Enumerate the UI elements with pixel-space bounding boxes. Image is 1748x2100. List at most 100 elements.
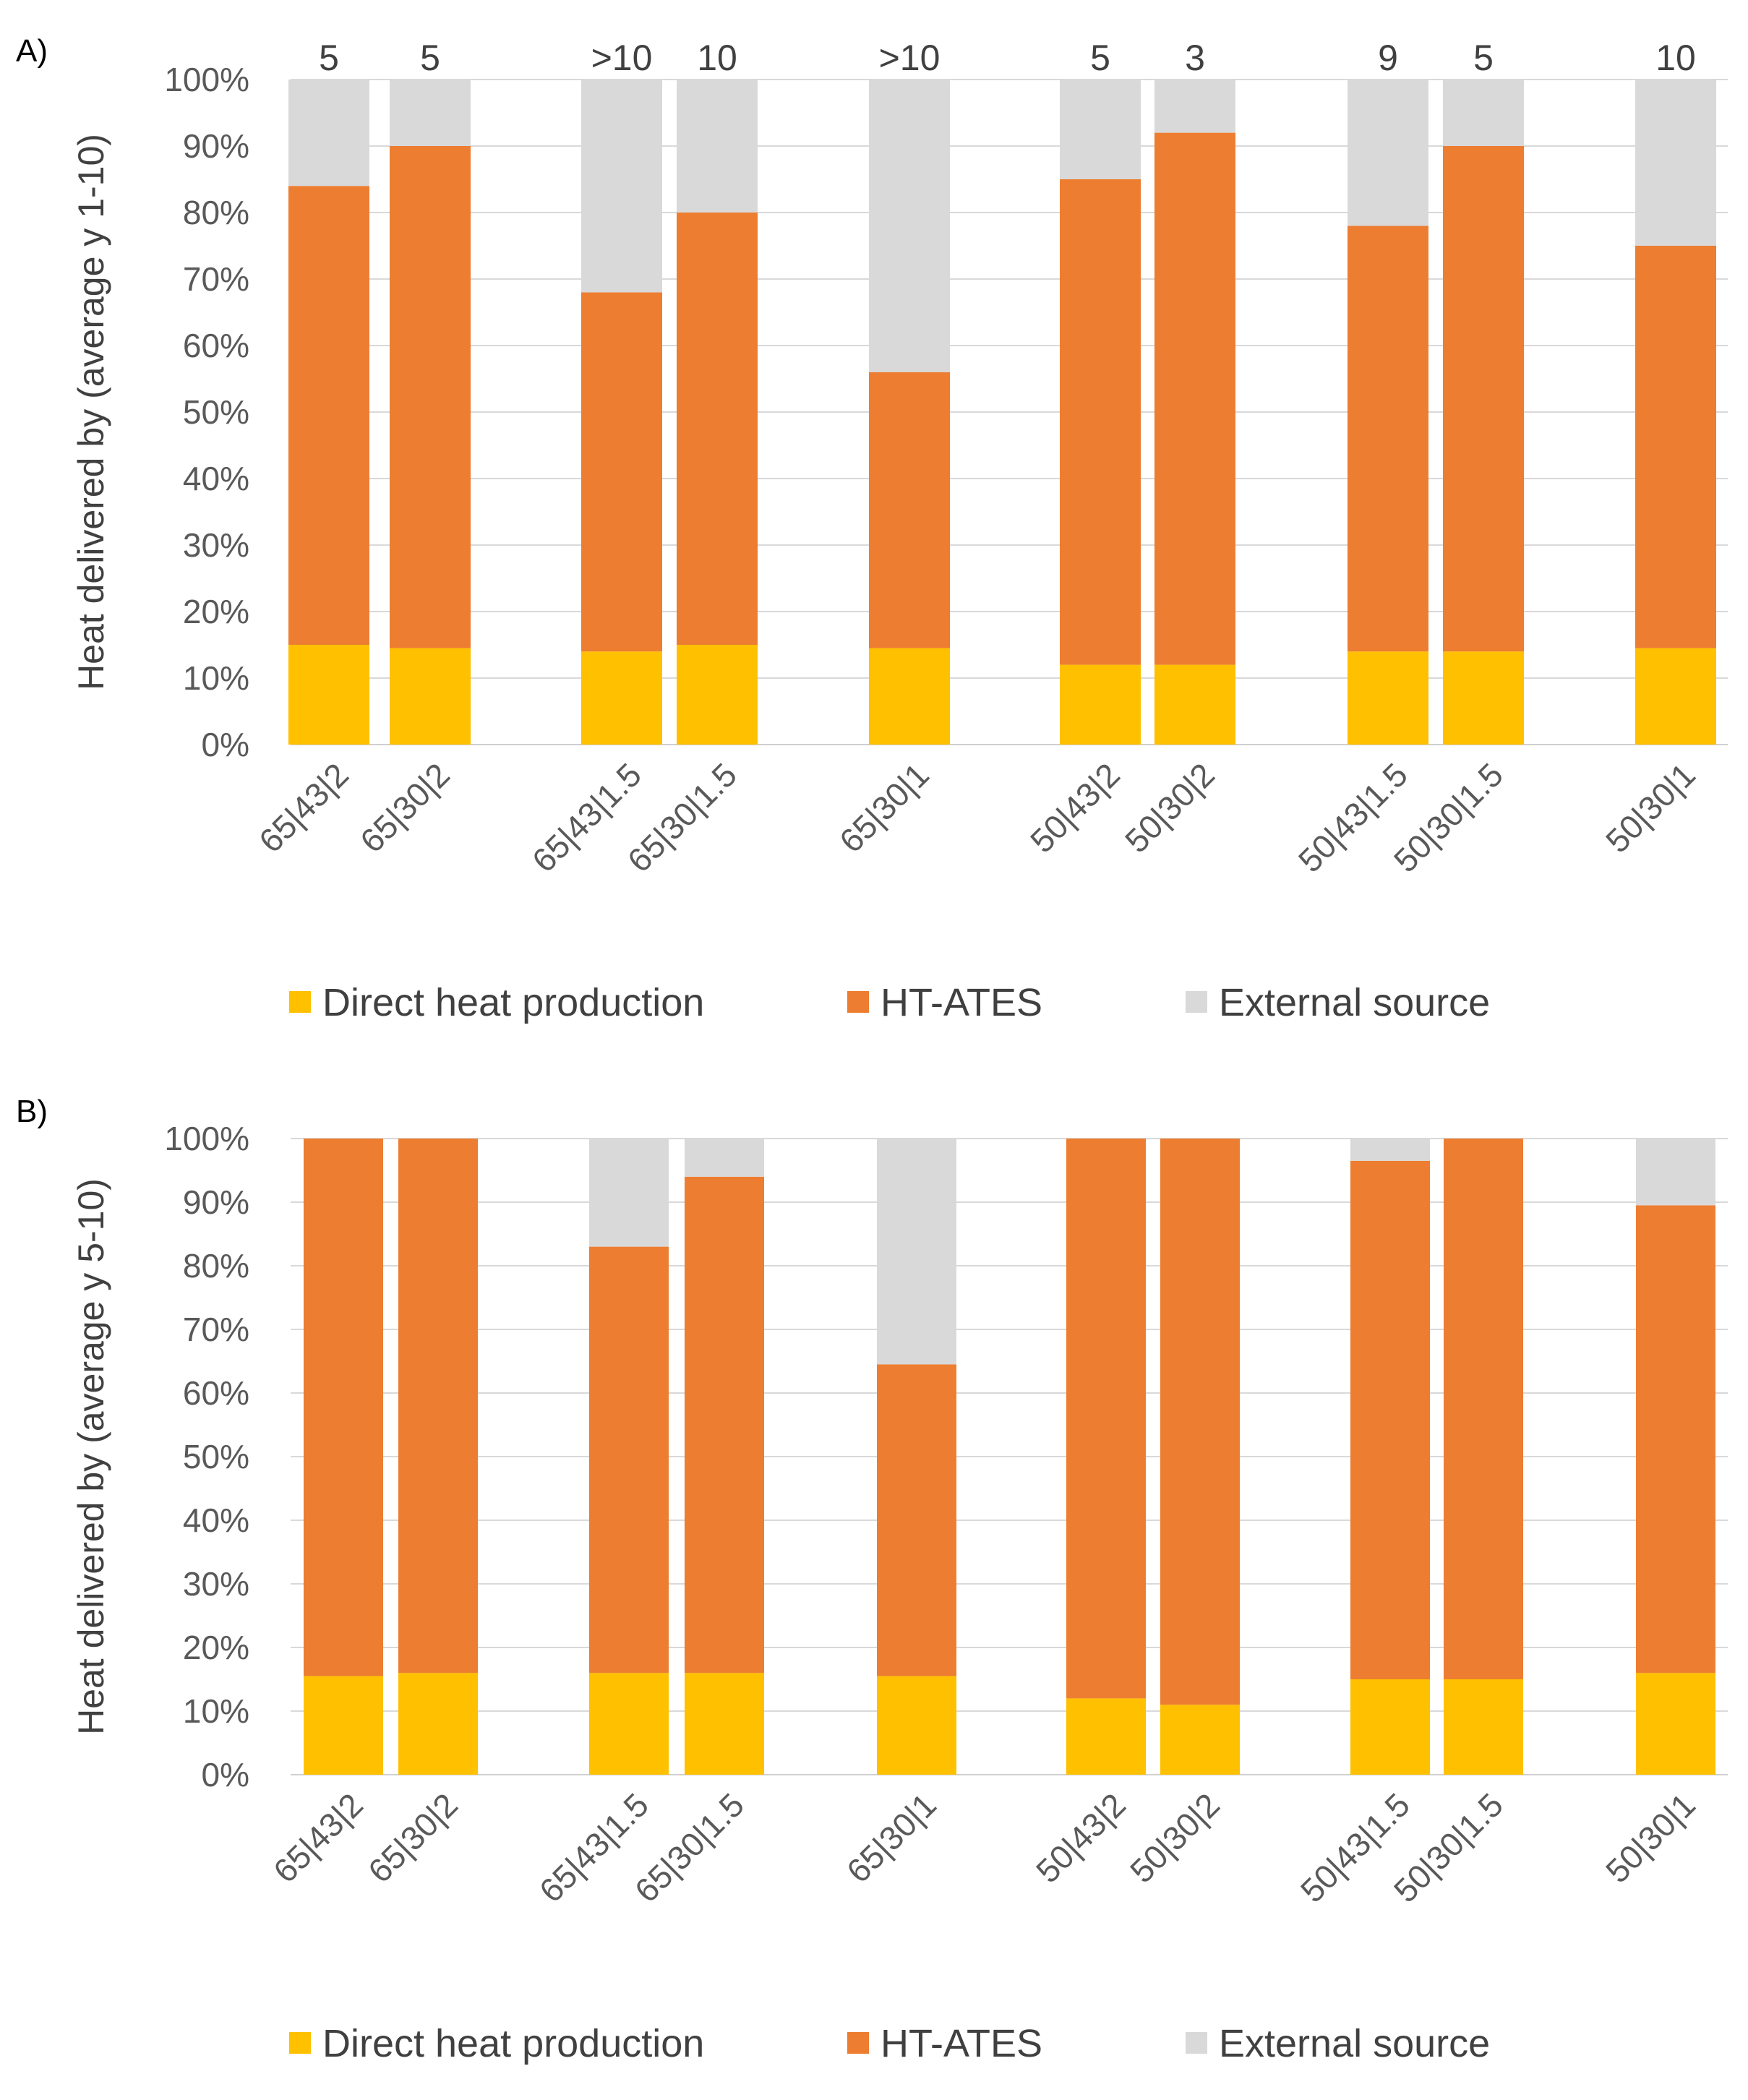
y-tick-label: 40% — [183, 460, 249, 497]
legend-swatch-external-source — [1186, 2032, 1207, 2054]
x-tick-label: 50|30|2 — [1123, 1786, 1227, 1890]
x-tick-label: 65|30|2 — [353, 755, 457, 860]
x-tick-label: 65|43|2 — [266, 1786, 370, 1890]
legend-label-direct-heat-production: Direct heat production — [322, 981, 704, 1024]
y-tick-label: 80% — [183, 194, 249, 231]
y-tick-label: 0% — [202, 1756, 249, 1793]
legend-swatch-ht-ates — [847, 991, 869, 1013]
bar-top-label: 10 — [697, 38, 737, 78]
bar-segment-ht-ates — [1443, 146, 1524, 652]
y-tick-label: 30% — [183, 526, 249, 564]
bar-segment-ht-ates — [1060, 179, 1141, 665]
legend-swatch-direct-heat-production — [289, 991, 311, 1013]
bar-segment-external-source — [1060, 80, 1141, 179]
legend-swatch-external-source — [1186, 991, 1207, 1013]
bar-segment-external-source — [581, 80, 662, 293]
legend-label-external-source: External source — [1219, 2022, 1490, 2065]
bar-top-label: 5 — [1473, 38, 1494, 78]
panel-letter: A) — [16, 33, 48, 69]
bar-segment-direct-heat-production — [685, 1673, 764, 1775]
bar-top-label: >10 — [879, 38, 941, 78]
legend-label-ht-ates: HT-ATES — [881, 2022, 1042, 2065]
bar-segment-direct-heat-production — [1066, 1698, 1146, 1775]
x-tick-label: 50|43|2 — [1023, 755, 1127, 860]
bar-segment-ht-ates — [1444, 1139, 1523, 1679]
bar-segment-external-source — [869, 80, 950, 372]
bar-segment-direct-heat-production — [1636, 1673, 1715, 1775]
y-tick-label: 0% — [202, 726, 249, 763]
bar-segment-external-source — [1348, 80, 1428, 226]
bar-segment-direct-heat-production — [1444, 1679, 1523, 1775]
bar-segment-ht-ates — [304, 1139, 383, 1676]
y-tick-label: 90% — [183, 127, 249, 165]
legend-label-direct-heat-production: Direct heat production — [322, 2022, 704, 2065]
bar-segment-direct-heat-production — [1060, 664, 1141, 745]
bar-top-label: 3 — [1185, 38, 1205, 78]
bar-top-label: 10 — [1655, 38, 1696, 78]
bar-segment-ht-ates — [685, 1176, 764, 1673]
legend-swatch-direct-heat-production — [289, 2032, 311, 2054]
bar-segment-direct-heat-production — [877, 1676, 956, 1775]
y-tick-label: 70% — [183, 1311, 249, 1348]
y-tick-label: 40% — [183, 1501, 249, 1539]
y-tick-label: 100% — [164, 61, 249, 98]
bar-segment-ht-ates — [390, 146, 471, 648]
bar-top-label: 9 — [1378, 38, 1398, 78]
y-tick-label: 10% — [183, 659, 249, 697]
bar-segment-ht-ates — [869, 372, 950, 648]
x-tick-label: 50|30|2 — [1118, 755, 1222, 860]
y-tick-label: 20% — [183, 1629, 249, 1666]
bar-segment-ht-ates — [877, 1364, 956, 1676]
bar-top-label: 5 — [319, 38, 339, 78]
bar-segment-external-source — [390, 80, 471, 146]
bar-segment-direct-heat-production — [304, 1676, 383, 1775]
bar-segment-direct-heat-production — [589, 1673, 669, 1775]
bar-segment-ht-ates — [1160, 1139, 1240, 1705]
bar-segment-ht-ates — [1635, 246, 1716, 648]
y-tick-label: 60% — [183, 1374, 249, 1412]
y-axis-title: Heat delivered by (average y 1-10) — [71, 134, 111, 690]
x-tick-label: 50|43|2 — [1029, 1786, 1133, 1890]
y-tick-label: 90% — [183, 1183, 249, 1221]
y-tick-label: 80% — [183, 1247, 249, 1285]
x-tick-label: 65|30|1 — [832, 755, 936, 860]
y-tick-label: 60% — [183, 327, 249, 364]
bar-segment-ht-ates — [677, 213, 758, 645]
legend-label-ht-ates: HT-ATES — [881, 981, 1042, 1024]
x-tick-label: 50|30|1 — [1598, 1786, 1702, 1890]
bar-segment-direct-heat-production — [1635, 648, 1716, 745]
bar-segment-external-source — [589, 1139, 669, 1247]
y-tick-label: 100% — [164, 1120, 249, 1157]
bar-segment-ht-ates — [581, 292, 662, 652]
y-tick-label: 20% — [183, 593, 249, 630]
bar-segment-direct-heat-production — [1348, 651, 1428, 745]
panel-a: A) 0% 10% 20% 30% 40% 50% 60% 70% 80% 90% 100% Heat … — [16, 33, 1728, 1024]
bar-segment-direct-heat-production — [1350, 1679, 1430, 1775]
bar-segment-direct-heat-production — [390, 648, 471, 745]
bar-segment-direct-heat-production — [581, 651, 662, 745]
legend-swatch-ht-ates — [847, 2032, 869, 2054]
bar-segment-ht-ates — [1154, 132, 1235, 665]
panel-b: B) 0% 10% 20% 30% 40% 50% 60% 70% 80% 90% 100% Heat … — [16, 1094, 1728, 2065]
bar-segment-external-source — [1154, 80, 1235, 133]
y-tick-label: 10% — [183, 1692, 249, 1730]
y-tick-label: 50% — [183, 1438, 249, 1475]
bar-segment-direct-heat-production — [1443, 651, 1524, 745]
bar-segment-external-source — [1635, 80, 1716, 246]
bar-segment-external-source — [288, 80, 369, 187]
bar-segment-ht-ates — [1636, 1205, 1715, 1673]
bar-segment-direct-heat-production — [677, 645, 758, 745]
bar-segment-ht-ates — [398, 1139, 478, 1673]
x-tick-label: 65|30|1 — [839, 1786, 943, 1890]
y-tick-label: 30% — [183, 1565, 249, 1603]
x-tick-label: 65|30|2 — [361, 1786, 465, 1890]
bar-segment-external-source — [685, 1139, 764, 1177]
bar-segment-external-source — [1443, 80, 1524, 146]
legend-label-external-source: External source — [1219, 981, 1490, 1024]
bar-segment-direct-heat-production — [1154, 664, 1235, 745]
y-axis-title: Heat delivered by (average y 5-10) — [71, 1178, 111, 1735]
y-tick-label: 50% — [183, 393, 249, 431]
bar-segment-direct-heat-production — [288, 645, 369, 745]
bar-segment-external-source — [1350, 1139, 1430, 1161]
